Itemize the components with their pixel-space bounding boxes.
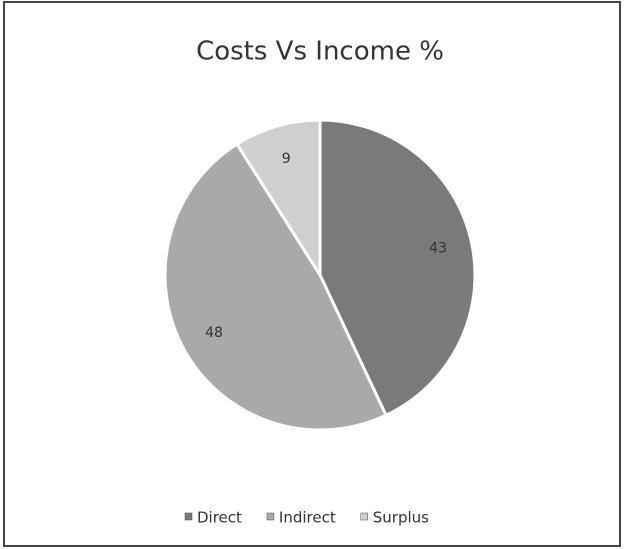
legend-swatch — [266, 512, 275, 521]
legend-label: Indirect — [279, 509, 336, 527]
pie-slice — [163, 142, 388, 432]
data-label: 48 — [205, 325, 223, 341]
legend-swatch — [360, 512, 368, 521]
legend-label: Surplus — [373, 509, 429, 527]
data-label: 43 — [429, 241, 447, 257]
legend-swatch — [184, 512, 193, 521]
chart-title: Costs Vs Income % — [196, 37, 444, 67]
pie-slice — [318, 118, 477, 418]
data-label: 9 — [282, 151, 291, 167]
pie-slice — [234, 118, 322, 281]
legend-label: Direct — [197, 509, 242, 527]
